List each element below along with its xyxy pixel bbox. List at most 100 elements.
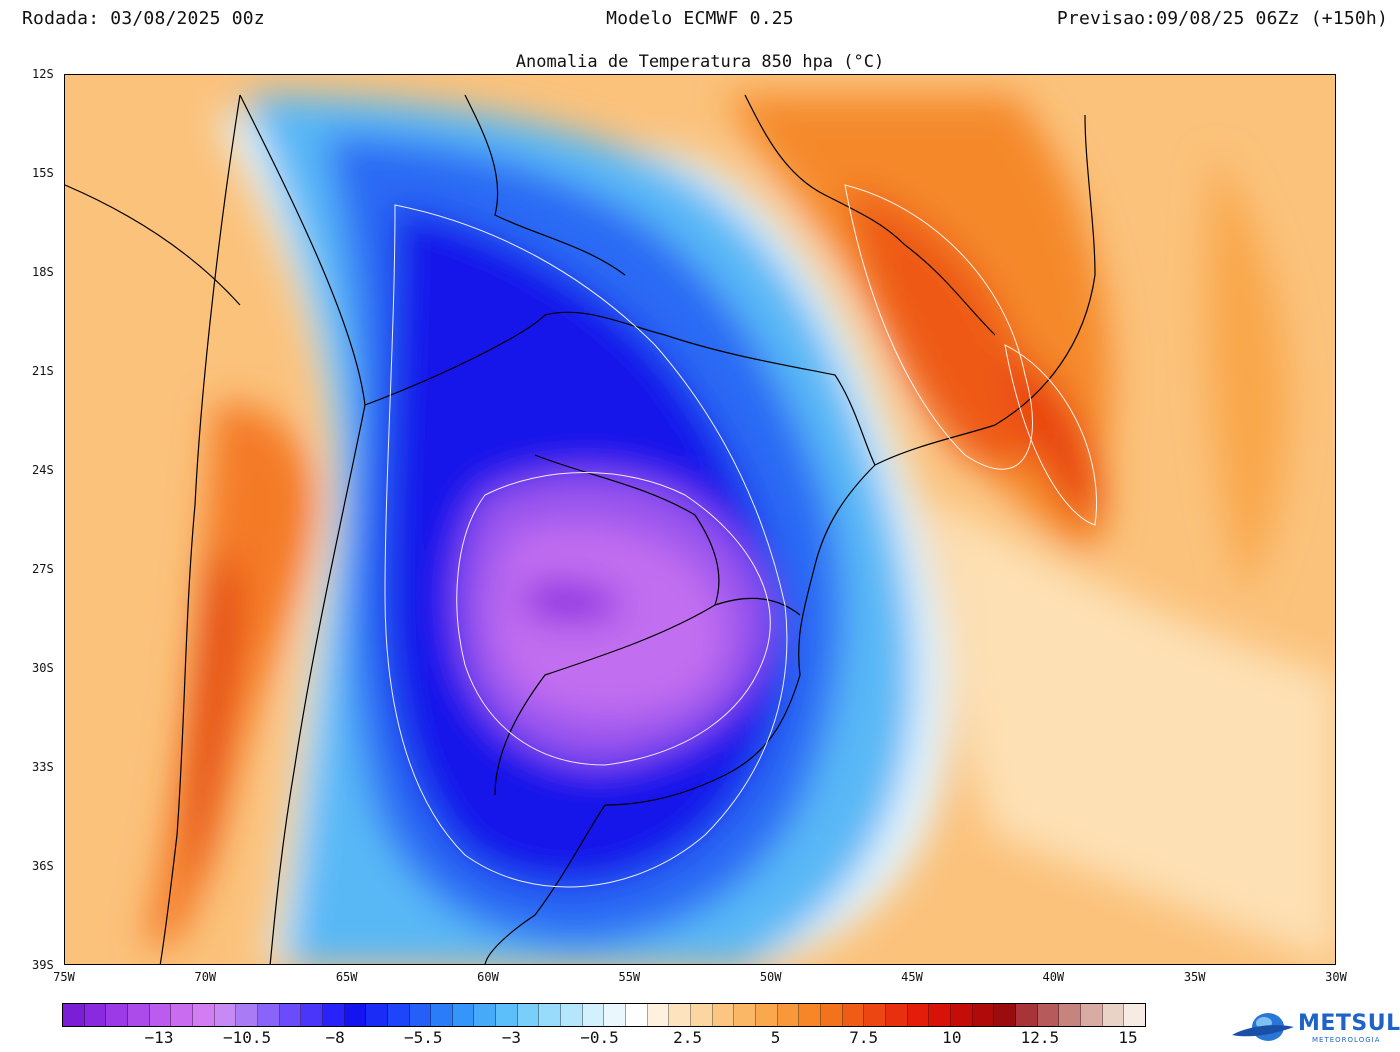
colorbar-segment	[972, 1004, 995, 1026]
logo-tagline: METEOROLOGIA	[1312, 1036, 1381, 1044]
brazil-coast-south	[604, 464, 876, 806]
colorbar-segment	[452, 1004, 475, 1026]
lat-label-27s: 27S	[32, 562, 54, 576]
colorbar-tick-label: 12.5	[1020, 1028, 1060, 1047]
colorbar-segment	[279, 1004, 302, 1026]
paraguay-argentina-border	[494, 454, 720, 796]
colorbar-segment	[929, 1004, 951, 1026]
colorbar-tick-label: 15	[1118, 1028, 1138, 1047]
colorbar-segment	[322, 1004, 345, 1026]
globe-icon	[1232, 1013, 1294, 1041]
colorbar-segment	[994, 1004, 1016, 1026]
lat-label-39s: 39S	[32, 958, 54, 972]
colorbar-segment	[1015, 1004, 1038, 1026]
colorbar-segment	[820, 1004, 843, 1026]
colorbar-segment	[236, 1004, 258, 1026]
state-borders	[744, 94, 996, 336]
colorbar-segment	[842, 1004, 865, 1026]
colorbar-tick-label: −13	[144, 1028, 174, 1047]
forecast-time-label: Previsao:09/08/25 06Zz (+150h)	[1056, 8, 1388, 29]
colorbar-tick-label: −8	[325, 1028, 345, 1047]
brazil-coast-east	[874, 114, 1096, 466]
colorbar-segment	[1037, 1004, 1060, 1026]
colorbar-segment	[1059, 1004, 1081, 1026]
colorbar-segment	[561, 1004, 583, 1026]
lon-label-40w: 40W	[1042, 970, 1065, 984]
lon-label-70w: 70W	[194, 970, 217, 984]
colorbar-segment	[885, 1004, 908, 1026]
colorbar-segment	[539, 1004, 562, 1026]
colorbar-segment	[712, 1004, 735, 1026]
colorbar-segment	[604, 1004, 627, 1026]
colorbar-segment	[106, 1004, 128, 1026]
temperature-colorbar	[62, 1003, 1146, 1027]
run-date-label: Rodada: 03/08/2025 00z	[22, 8, 265, 29]
anomaly-map-canvas	[65, 75, 1335, 964]
peru-coast	[65, 184, 241, 306]
lat-label-18s: 18S	[32, 265, 54, 279]
colorbar-tick-label: 5	[770, 1028, 781, 1047]
colorbar-segment	[756, 1004, 778, 1026]
colorbar-segment	[409, 1004, 432, 1026]
colorbar-segment	[257, 1004, 280, 1026]
colorbar-segment	[777, 1004, 800, 1026]
colorbar-segment	[669, 1004, 692, 1026]
colorbar-segment	[799, 1004, 821, 1026]
colorbar-segment	[344, 1004, 367, 1026]
lon-label-75w: 75W	[53, 970, 75, 984]
anomaly-map	[64, 74, 1336, 965]
colorbar-segment	[431, 1004, 453, 1026]
colorbar-segment	[691, 1004, 713, 1026]
colorbar-segment	[84, 1004, 107, 1026]
colorbar-tick-label: 2.5	[673, 1028, 702, 1047]
colorbar-segment	[734, 1004, 756, 1026]
colorbar-segment	[63, 1004, 85, 1026]
rio-de-la-plata	[484, 804, 606, 964]
lat-label-36s: 36S	[32, 859, 54, 873]
logo-name: METSUL	[1298, 1011, 1400, 1036]
metsul-logo: METSUL METEOROLOGIA	[1230, 1005, 1400, 1051]
colorbar-segment	[149, 1004, 172, 1026]
uruguay-border	[714, 597, 801, 616]
colorbar-segment	[366, 1004, 388, 1026]
model-label: Modelo ECMWF 0.25	[606, 8, 794, 29]
anomaly-contours	[384, 184, 1097, 888]
bolivia-north-border	[464, 94, 626, 276]
colorbar-segment	[1080, 1004, 1103, 1026]
anomaly-field	[145, 95, 1335, 964]
colorbar-segment	[1102, 1004, 1125, 1026]
coastline-and-borders	[65, 94, 1096, 964]
colorbar-segment	[171, 1004, 193, 1026]
lat-label-30s: 30S	[32, 661, 54, 675]
colorbar-segment	[626, 1004, 648, 1026]
lon-label-50w: 50W	[759, 970, 782, 984]
colorbar-tick-label: −3	[501, 1028, 521, 1047]
colorbar-segment	[127, 1004, 150, 1026]
lon-label-45w: 45W	[901, 970, 923, 984]
lat-label-21s: 21S	[32, 364, 54, 378]
colorbar-segment	[864, 1004, 886, 1026]
colorbar-segment	[582, 1004, 605, 1026]
colorbar-segment	[1124, 1004, 1145, 1026]
colorbar-segment	[907, 1004, 930, 1026]
colorbar-segment	[496, 1004, 518, 1026]
lat-label-33s: 33S	[32, 760, 54, 774]
colorbar-segment	[647, 1004, 670, 1026]
lat-label-12s: 12S	[32, 67, 54, 81]
colorbar-tick-label: −0.5	[580, 1028, 619, 1047]
lat-label-15s: 15S	[32, 166, 54, 180]
andes-border	[239, 94, 366, 964]
colorbar-segment	[301, 1004, 323, 1026]
pacific-coastline	[159, 94, 241, 964]
colorbar-segment	[192, 1004, 215, 1026]
bolivia-brazil-border	[364, 311, 876, 466]
lon-label-55w: 55W	[618, 970, 641, 984]
colorbar-segment	[517, 1004, 540, 1026]
colorbar-tick-label: 10	[942, 1028, 962, 1047]
colorbar-tick-label: 7.5	[849, 1028, 879, 1047]
lon-label-30w: 30W	[1325, 970, 1347, 984]
colorbar-segment	[387, 1004, 410, 1026]
colorbar-tick-label: −5.5	[404, 1028, 443, 1047]
colorbar-segment	[474, 1004, 497, 1026]
colorbar-segment	[214, 1004, 237, 1026]
